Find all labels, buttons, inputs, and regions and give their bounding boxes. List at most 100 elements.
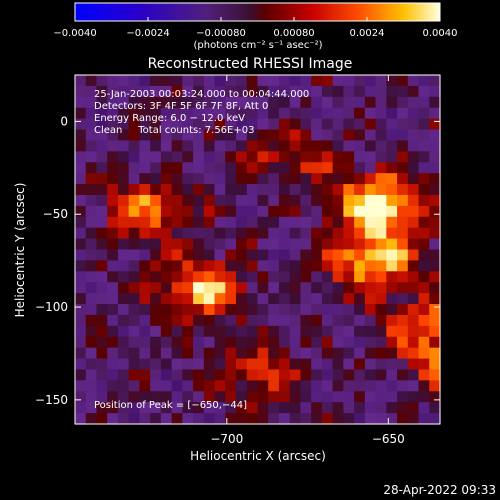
- heatmap-cell: [289, 107, 302, 120]
- heatmap-cell: [75, 129, 87, 142]
- heatmap-cell: [268, 293, 280, 305]
- heatmap-cell: [418, 358, 430, 371]
- heatmap-cell: [311, 118, 323, 131]
- heatmap-cell: [203, 314, 216, 327]
- heatmap-cell: [257, 85, 269, 98]
- heatmap-cell: [236, 216, 248, 229]
- heatmap-cell: [364, 347, 377, 360]
- heatmap-cell: [96, 151, 108, 163]
- heatmap-cell: [171, 184, 183, 196]
- heatmap-cell: [182, 238, 194, 251]
- heatmap-cell: [321, 205, 334, 218]
- heatmap-cell: [171, 162, 183, 174]
- heatmap-cell: [332, 347, 344, 360]
- heatmap-cell: [246, 85, 259, 98]
- heatmap-cell: [85, 380, 98, 392]
- heatmap-cell: [85, 314, 98, 327]
- heatmap-cell: [75, 304, 87, 316]
- heatmap-cell: [407, 380, 420, 392]
- heatmap-cell: [407, 336, 420, 349]
- heatmap-cell: [107, 129, 119, 142]
- heatmap-cell: [117, 85, 130, 98]
- heatmap-cell: [354, 107, 366, 120]
- heatmap-cell: [107, 271, 119, 283]
- heatmap-cell: [278, 293, 291, 305]
- heatmap-cell: [364, 173, 377, 185]
- heatmap-cell: [289, 151, 302, 163]
- heatmap-cell: [225, 347, 237, 360]
- heatmap-cell: [386, 227, 398, 240]
- heatmap-cell: [107, 402, 119, 414]
- heatmap-cell: [128, 162, 141, 174]
- heatmap-cell: [182, 216, 194, 229]
- heatmap-cell: [75, 216, 87, 229]
- heatmap-cell: [418, 369, 430, 381]
- heatmap-cell: [85, 216, 98, 229]
- heatmap-cell: [311, 75, 323, 87]
- heatmap-cell: [75, 173, 87, 185]
- heatmap-cell: [364, 402, 377, 414]
- heatmap-cell: [246, 118, 259, 131]
- timestamp: 28-Apr-2022 09:33: [383, 483, 496, 497]
- heatmap-cell: [214, 140, 226, 152]
- heatmap-cell: [278, 205, 291, 218]
- heatmap-cell: [386, 413, 398, 425]
- heatmap-cell: [354, 118, 366, 131]
- heatmap-cell: [321, 347, 334, 360]
- heatmap-cell: [139, 358, 151, 371]
- heatmap-cell: [85, 151, 98, 163]
- heatmap-cell: [203, 293, 216, 305]
- heatmap-cell: [85, 358, 98, 371]
- heatmap-cell: [429, 184, 441, 196]
- heatmap-cell: [171, 75, 183, 87]
- heatmap-cell: [407, 282, 420, 294]
- heatmap-cell: [300, 282, 312, 294]
- axis-ticks: −700−650−6000−50−100−150: [35, 75, 440, 446]
- heatmap-cell: [278, 75, 291, 87]
- heatmap-cell: [96, 369, 108, 381]
- heatmap-cell: [225, 205, 237, 218]
- heatmap-cell: [418, 118, 430, 131]
- heatmap-cell: [75, 227, 87, 240]
- heatmap-cell: [128, 336, 141, 349]
- heatmap-cell: [246, 402, 259, 414]
- heatmap-cell: [332, 336, 344, 349]
- heatmap-cell: [418, 413, 430, 425]
- heatmap-cell: [171, 413, 183, 425]
- heatmap-cell: [193, 282, 205, 294]
- heatmap-cell: [160, 325, 173, 338]
- heatmap-cell: [150, 107, 162, 120]
- heatmap-cell: [117, 205, 130, 218]
- heatmap-cell: [407, 85, 420, 98]
- heatmap-cell: [128, 380, 141, 392]
- heatmap-cell: [332, 184, 344, 196]
- heatmap-cell: [75, 413, 87, 425]
- heatmap-cell: [96, 347, 108, 360]
- heatmap-cell: [225, 96, 237, 109]
- heatmap-cell: [278, 347, 291, 360]
- colorbar-tick-label: −0.0024: [126, 28, 169, 39]
- heatmap-cell: [429, 205, 441, 218]
- heatmap-cell: [203, 369, 216, 381]
- heatmap-cell: [160, 140, 173, 152]
- heatmap-cell: [300, 358, 312, 371]
- heatmap-cell: [182, 402, 194, 414]
- heatmap-cell: [75, 391, 87, 403]
- heatmap-cell: [354, 227, 366, 240]
- colorbar-gradient: [74, 2, 441, 22]
- heatmap-cell: [311, 249, 323, 262]
- heatmap-cell: [332, 227, 344, 240]
- heatmap-cell: [343, 314, 355, 327]
- heatmap-cell: [386, 336, 398, 349]
- heatmap-cell: [354, 194, 366, 207]
- heatmap-cell: [139, 184, 151, 196]
- x-tick-label: −700: [210, 432, 243, 446]
- heatmap-cell: [375, 336, 387, 349]
- heatmap-cell: [343, 216, 355, 229]
- heatmap-cell: [236, 129, 248, 142]
- heatmap-cell: [160, 369, 173, 381]
- heatmap-cell: [193, 260, 205, 272]
- heatmap-cell: [203, 402, 216, 414]
- heatmap-cell: [128, 151, 141, 163]
- heatmap-cell: [375, 107, 387, 120]
